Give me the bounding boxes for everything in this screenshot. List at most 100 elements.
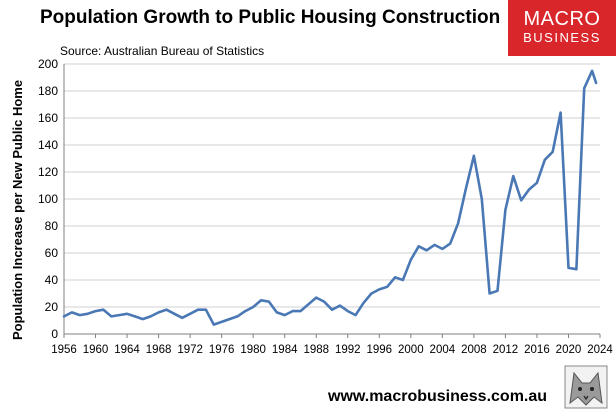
x-tick-label: 2024 — [587, 344, 613, 356]
data-point — [394, 276, 396, 279]
data-point — [346, 310, 349, 312]
x-tick-label: 2012 — [493, 344, 519, 356]
x-tick-label: 2000 — [398, 344, 424, 356]
data-point — [94, 310, 97, 312]
data-point — [157, 311, 160, 314]
y-tick-label: 160 — [38, 111, 58, 125]
data-point — [307, 303, 310, 306]
data-point — [165, 308, 168, 311]
data-point — [260, 299, 262, 302]
data-point — [480, 198, 483, 200]
y-tick-label: 20 — [45, 300, 59, 314]
data-point — [457, 222, 459, 225]
x-tick-label: 2016 — [524, 344, 550, 356]
data-point — [512, 175, 515, 177]
data-point — [86, 312, 89, 315]
data-point — [220, 321, 223, 323]
data-point — [173, 312, 176, 315]
x-tick-label: 1956 — [51, 344, 77, 356]
data-point — [331, 308, 333, 311]
data-point — [441, 248, 444, 250]
y-tick-label: 40 — [45, 273, 59, 287]
data-point — [354, 314, 357, 316]
data-point — [197, 308, 199, 311]
logo-line-macro: MACRO — [523, 8, 601, 30]
data-point — [276, 311, 278, 314]
data-point — [528, 188, 530, 191]
data-point — [449, 242, 452, 245]
data-point — [252, 306, 254, 308]
x-tick-label: 1972 — [177, 344, 203, 356]
y-tick-label: 80 — [45, 219, 59, 233]
source-note: Source: Australian Bureau of Statistics — [60, 44, 265, 58]
data-point — [496, 290, 499, 292]
data-point — [567, 267, 570, 269]
data-point — [126, 312, 128, 315]
data-point — [559, 111, 562, 114]
data-point — [595, 82, 597, 84]
data-point — [291, 310, 294, 312]
data-point — [228, 318, 231, 320]
data-point — [433, 244, 436, 246]
y-tick-label: 0 — [51, 327, 58, 341]
data-point — [205, 308, 207, 311]
x-tick-label: 1976 — [209, 344, 235, 356]
x-tick-label: 1992 — [335, 344, 361, 356]
y-tick-label: 140 — [38, 138, 58, 152]
x-tick-label: 2004 — [430, 344, 456, 356]
data-point — [212, 323, 215, 326]
data-point — [71, 311, 73, 314]
data-point — [134, 315, 136, 318]
data-point — [591, 69, 593, 72]
data-point — [63, 315, 65, 318]
data-point — [536, 182, 538, 184]
x-tick-label: 1960 — [83, 344, 109, 356]
x-tick-label: 1996 — [366, 344, 392, 356]
data-point — [149, 315, 152, 318]
series-line — [62, 69, 598, 326]
x-tick-label: 1968 — [146, 344, 172, 356]
data-point — [473, 155, 475, 157]
data-point — [236, 315, 239, 318]
page-title: Population Growth to Public Housing Cons… — [40, 7, 501, 28]
data-point — [410, 258, 412, 261]
data-point — [520, 199, 522, 202]
y-tick-label: 180 — [38, 84, 58, 98]
data-point — [118, 314, 120, 316]
data-point — [386, 285, 388, 288]
data-point — [315, 296, 318, 299]
y-tick-label: 60 — [45, 246, 59, 260]
logo-line-business: BUSINESS — [523, 30, 601, 45]
x-tick-label: 1980 — [240, 344, 266, 356]
data-point — [339, 304, 341, 307]
data-point — [425, 249, 428, 252]
data-point — [268, 300, 270, 303]
data-point — [402, 279, 404, 281]
data-point — [299, 310, 302, 312]
data-point — [362, 302, 365, 304]
data-point — [417, 245, 420, 248]
data-point — [583, 87, 586, 90]
y-tick-label: 100 — [38, 192, 58, 206]
x-tick-label: 2020 — [556, 344, 582, 356]
wolf-logo-icon — [564, 365, 608, 409]
data-point — [283, 314, 286, 316]
data-point — [244, 310, 247, 312]
data-point — [378, 288, 381, 291]
data-point — [323, 300, 325, 303]
data-point — [504, 209, 507, 211]
x-tick-label: 1964 — [114, 344, 140, 356]
y-tick-label: 200 — [38, 57, 58, 71]
macrobusiness-logo: MACRO BUSINESS — [508, 0, 616, 56]
data-point — [544, 159, 546, 161]
data-point — [551, 150, 554, 153]
data-point — [110, 315, 113, 318]
x-tick-label: 1984 — [272, 344, 298, 356]
data-point — [575, 268, 578, 271]
y-tick-label: 120 — [38, 165, 58, 179]
data-point — [488, 292, 491, 295]
data-point — [142, 318, 144, 320]
data-point — [465, 187, 467, 189]
data-point — [181, 317, 184, 319]
